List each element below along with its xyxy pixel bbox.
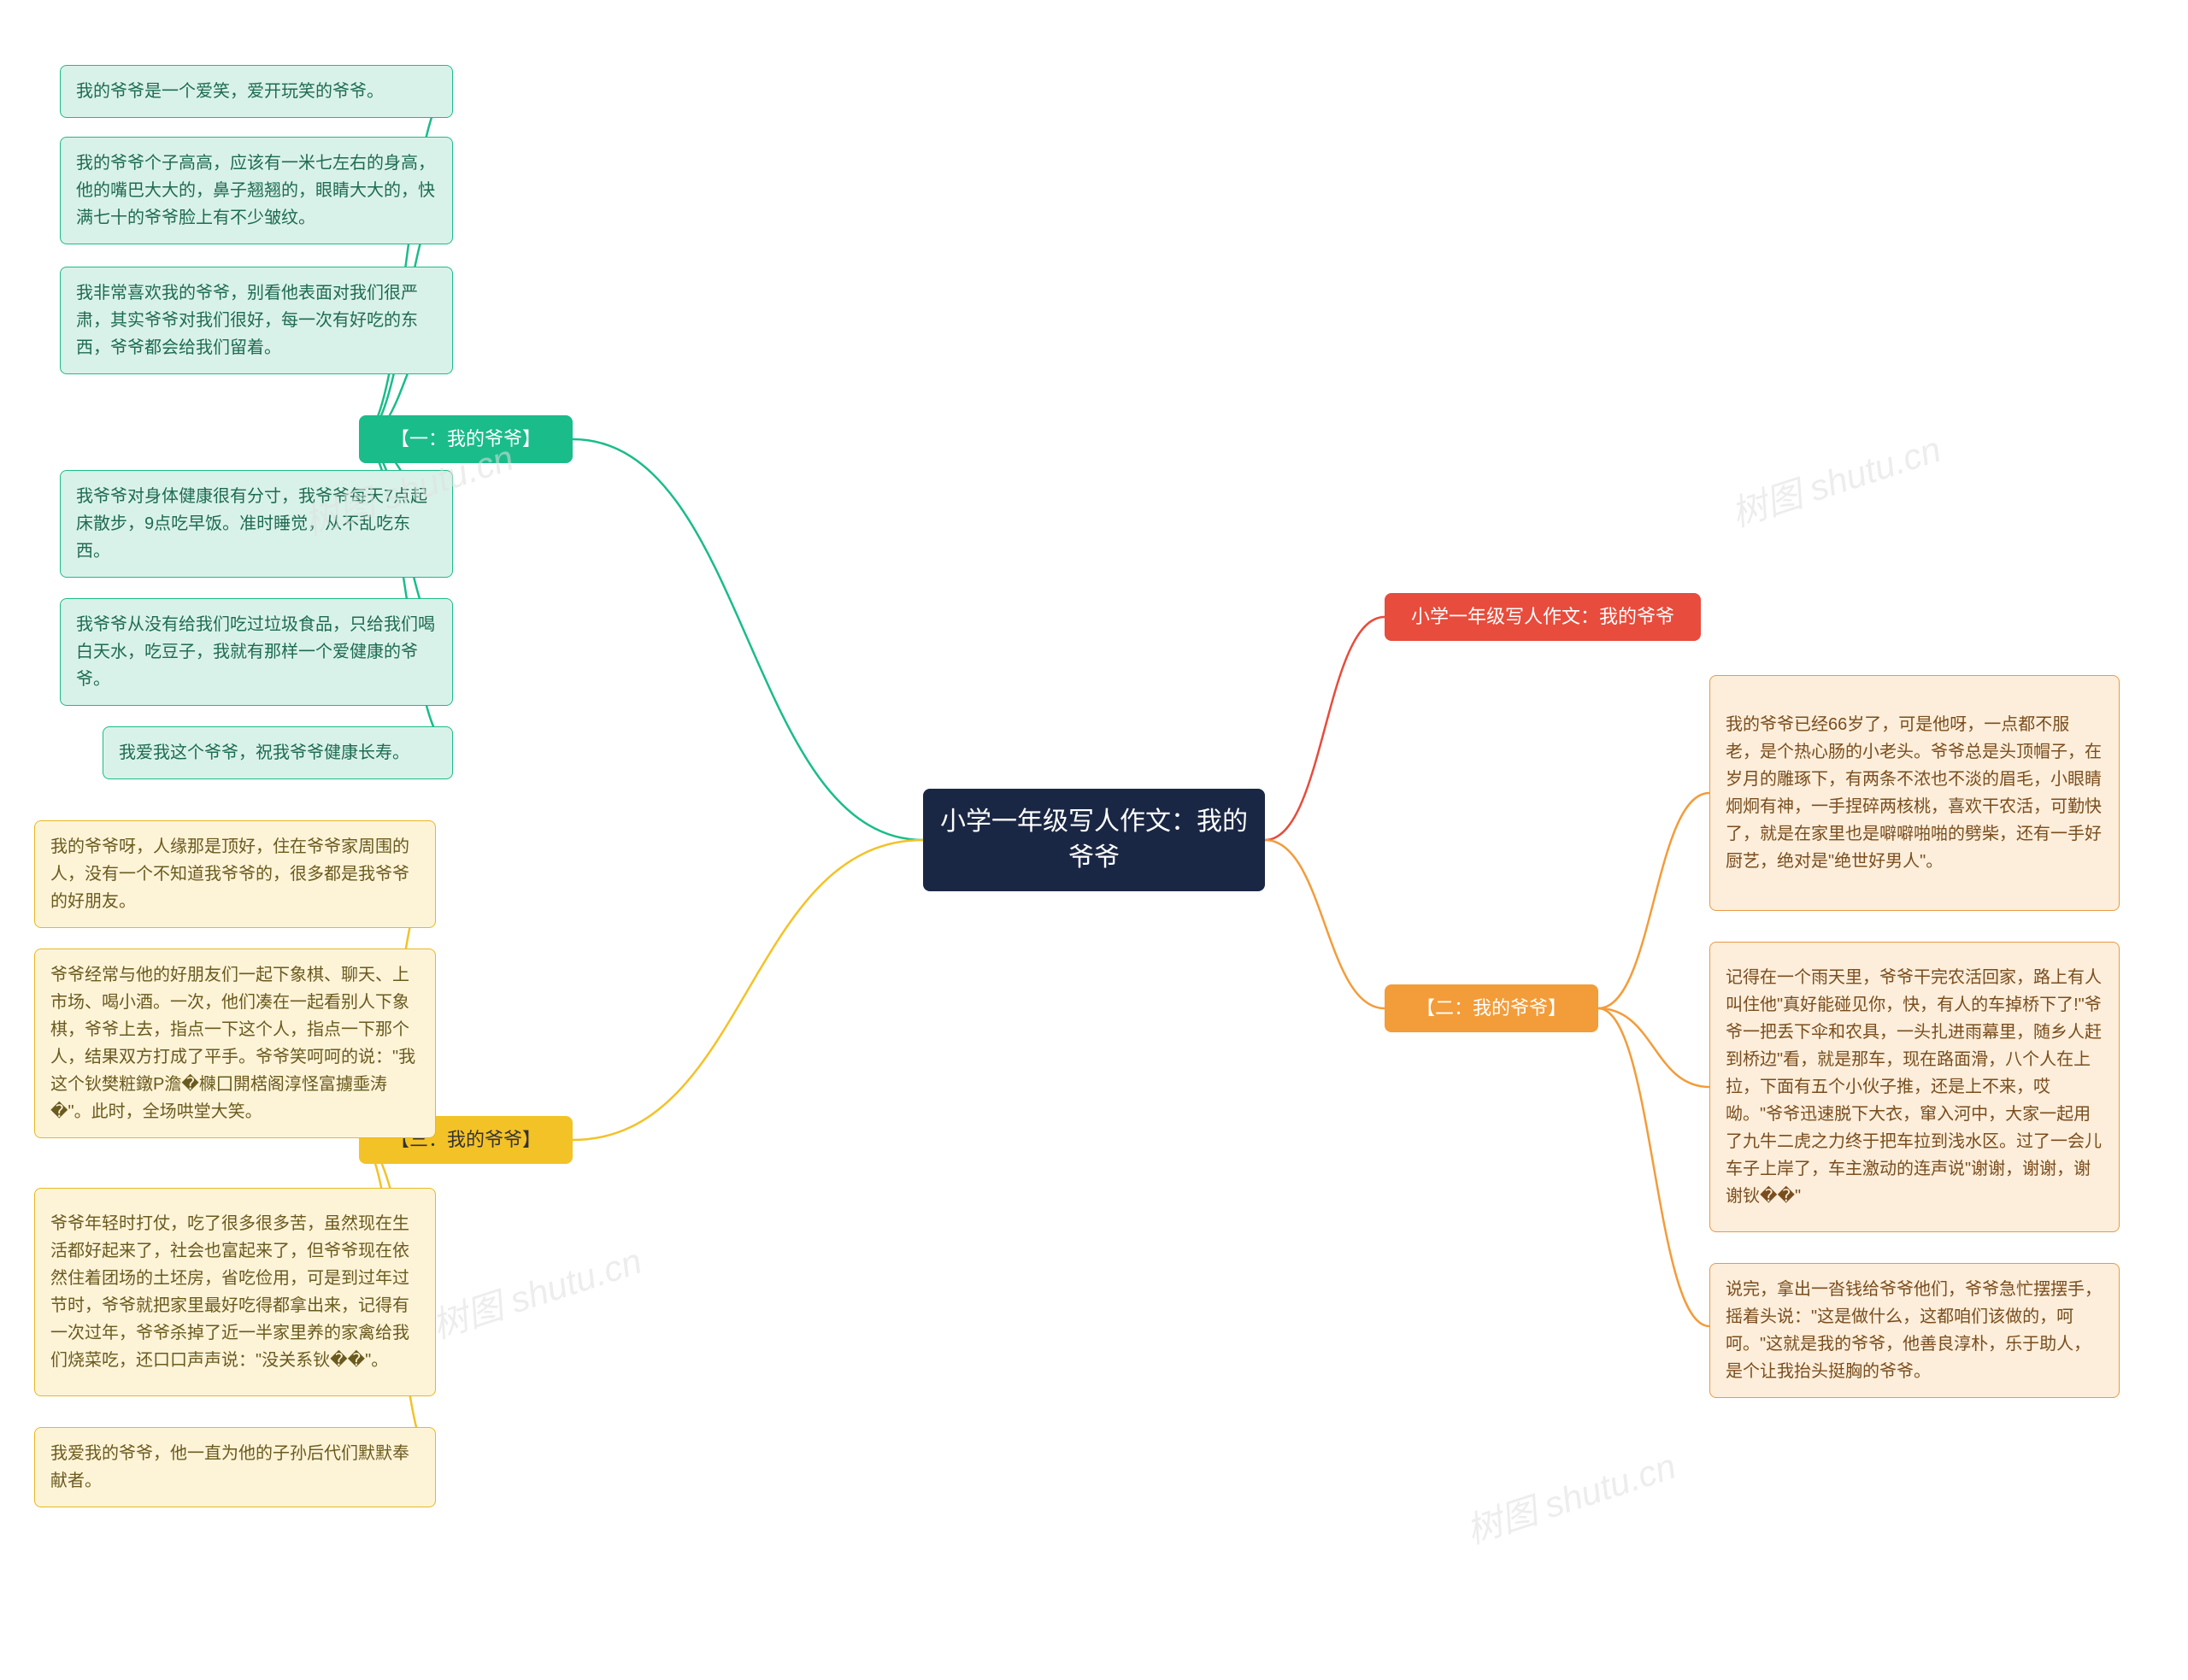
leaf-b2-2: 说完，拿出一沓钱给爷爷他们，爷爷急忙摆摆手，摇着头说："这是做什么，这都咱们该做… [1709,1263,2120,1398]
leaf-b2-1: 记得在一个雨天里，爷爷干完农活回家，路上有人叫住他"真好能碰见你，快，有人的车掉… [1709,942,2120,1232]
branch-btitle: 小学一年级写人作文：我的爷爷 [1385,593,1701,641]
leaf-b2-0: 我的爷爷已经66岁了，可是他呀，一点都不服老，是个热心肠的小老头。爷爷总是头顶帽… [1709,675,2120,911]
branch-b1: 【一：我的爷爷】 [359,415,573,463]
watermark-3: 树图 shutu.cn [1459,1437,1682,1554]
leaf-b1-2: 我非常喜欢我的爷爷，别看他表面对我们很严肃，其实爷爷对我们很好，每一次有好吃的东… [60,267,453,374]
watermark-2: 树图 shutu.cn [425,1232,648,1349]
leaf-b1-0: 我的爷爷是一个爱笑，爱开玩笑的爷爷。 [60,65,453,118]
root-node: 小学一年级写人作文：我的爷爷 [923,789,1265,891]
leaf-b3-0: 我的爷爷呀，人缘那是顶好，住在爷爷家周围的人，没有一个不知道我爷爷的，很多都是我… [34,820,436,928]
leaf-b1-5: 我爱我这个爷爷，祝我爷爷健康长寿。 [103,726,453,779]
leaf-b1-1: 我的爷爷个子高高，应该有一米七左右的身高，他的嘴巴大大的，鼻子翘翘的，眼睛大大的… [60,137,453,244]
leaf-b3-3: 我爱我的爷爷，他一直为他的子孙后代们默默奉献者。 [34,1427,436,1507]
branch-b2: 【二：我的爷爷】 [1385,984,1598,1032]
leaf-b3-2: 爷爷年轻时打仗，吃了很多很多苦，虽然现在生活都好起来了，社会也富起来了，但爷爷现… [34,1188,436,1396]
mindmap-canvas: 小学一年级写人作文：我的爷爷 【一：我的爷爷】 我的爷爷是一个爱笑，爱开玩笑的爷爷。… [0,0,2188,1680]
leaf-b1-4: 我爷爷从没有给我们吃过垃圾食品，只给我们喝白天水，吃豆子，我就有那样一个爱健康的… [60,598,453,706]
watermark-1: 树图 shutu.cn [1724,420,1947,537]
leaf-b1-3: 我爷爷对身体健康很有分寸，我爷爷每天7点起床散步，9点吃早饭。准时睡觉，从不乱吃… [60,470,453,578]
leaf-b3-1: 爷爷经常与他的好朋友们一起下象棋、聊天、上市场、喝小酒。一次，他们凑在一起看别人… [34,949,436,1138]
